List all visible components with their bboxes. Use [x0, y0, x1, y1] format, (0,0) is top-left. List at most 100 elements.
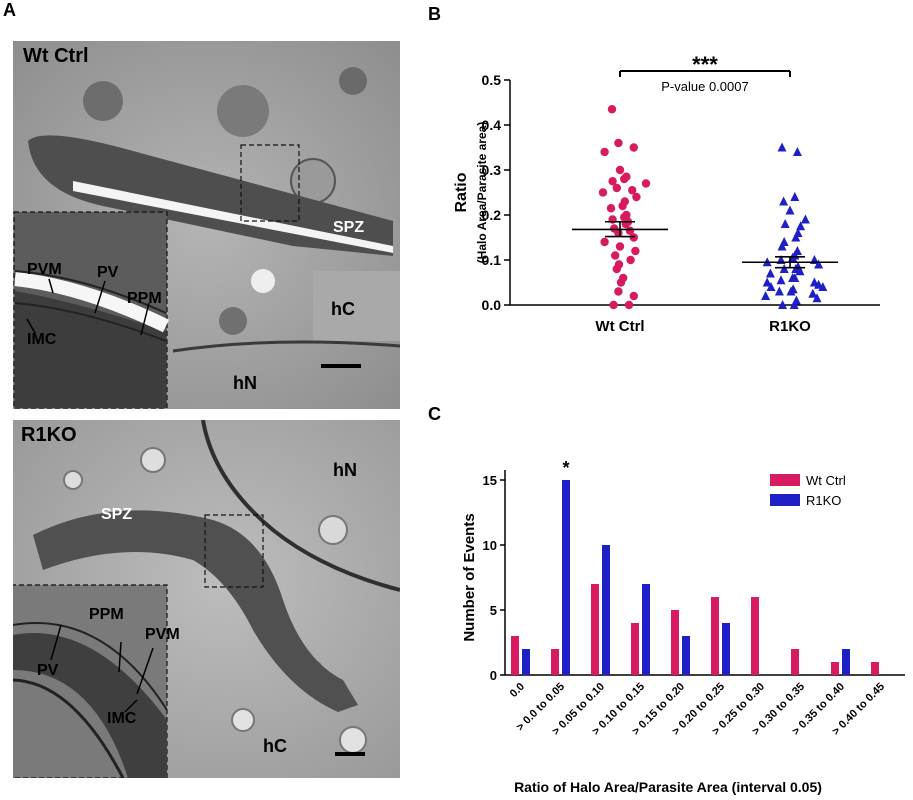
micrograph-wt-ctrl: Wt Ctrl SPZ hC hN PVM PV PPM IMC — [13, 41, 400, 409]
bar-wt-ctrl — [711, 597, 719, 675]
data-point-wt-ctrl — [632, 192, 641, 202]
bar-r1ko — [602, 545, 610, 675]
bar-wt-ctrl — [631, 623, 639, 675]
bar-wt-ctrl — [751, 597, 759, 675]
micrograph-wt-ctrl-ppm-label: PPM — [127, 290, 162, 307]
x-category-label: R1KO — [769, 318, 811, 335]
y-tick-label: 0.0 — [482, 297, 502, 313]
bar-wt-ctrl — [791, 649, 799, 675]
legend-label: R1KO — [806, 493, 841, 508]
legend-swatch — [770, 474, 800, 486]
micrograph-r1ko-hn-label: hN — [333, 460, 357, 480]
micrograph-wt-ctrl-hn-label: hN — [233, 373, 257, 393]
data-point-wt-ctrl — [606, 204, 616, 213]
y-tick-label: 0.1 — [482, 252, 502, 268]
data-point-wt-ctrl — [631, 246, 640, 256]
micrograph-r1ko-hc-label: hC — [263, 736, 287, 756]
data-point-r1ko — [790, 192, 800, 201]
y-tick-label: 10 — [483, 538, 497, 553]
data-point-wt-ctrl — [629, 143, 638, 152]
data-point-r1ko — [762, 277, 772, 287]
data-point-wt-ctrl — [618, 201, 627, 211]
data-point-wt-ctrl — [609, 300, 618, 310]
data-point-r1ko — [786, 286, 796, 296]
data-point-r1ko — [774, 286, 784, 296]
data-point-r1ko — [777, 241, 787, 251]
data-point-wt-ctrl — [620, 174, 629, 184]
legend-label: Wt Ctrl — [806, 473, 846, 488]
data-point-r1ko — [812, 293, 822, 303]
y-tick-label: 0 — [490, 668, 497, 683]
micrograph-wt-ctrl-spz-label: SPZ — [333, 219, 365, 236]
data-point-r1ko — [796, 221, 806, 231]
data-point-r1ko — [792, 147, 802, 156]
data-point-r1ko — [777, 142, 787, 152]
bar-wt-ctrl — [591, 584, 599, 675]
panel-letter-a: A — [3, 0, 16, 20]
data-point-r1ko — [808, 288, 818, 298]
data-point-r1ko — [765, 268, 775, 278]
data-point-wt-ctrl — [600, 237, 609, 247]
y-tick-label: 15 — [483, 473, 497, 488]
micrograph-r1ko-pv-label: PV — [37, 662, 59, 679]
y-axis-label-secondary: (Halo Area/Parasite area) — [475, 122, 489, 264]
data-point-wt-ctrl — [615, 242, 625, 251]
data-point-r1ko — [761, 291, 771, 300]
data-point-wt-ctrl — [615, 165, 625, 175]
bar-wt-ctrl — [511, 636, 519, 675]
data-point-wt-ctrl — [612, 264, 621, 274]
data-point-wt-ctrl — [628, 186, 637, 195]
y-tick-label: 0.5 — [482, 72, 502, 88]
data-point-wt-ctrl — [600, 147, 609, 157]
data-point-r1ko — [795, 266, 805, 276]
bar-wt-ctrl — [831, 662, 839, 675]
bar-wt-ctrl — [551, 649, 559, 675]
panel-letter-c: C — [428, 404, 441, 424]
data-point-r1ko — [814, 259, 824, 269]
data-point-r1ko — [778, 300, 788, 309]
y-tick-label: 0.3 — [482, 162, 502, 178]
bar-r1ko — [642, 584, 650, 675]
bar-r1ko — [842, 649, 850, 675]
data-point-r1ko — [779, 196, 789, 206]
micrograph-wt-ctrl-condition-label: Wt Ctrl — [23, 45, 89, 67]
significance-stars: *** — [692, 52, 718, 77]
micrograph-wt-ctrl-hc-label: hC — [331, 299, 355, 319]
data-point-r1ko — [789, 300, 799, 309]
data-point-r1ko — [791, 232, 801, 242]
data-point-wt-ctrl — [611, 251, 620, 260]
data-point-r1ko — [766, 282, 776, 291]
micrograph-r1ko-pvm-label: PVM — [145, 626, 180, 643]
panel-letter-b: B — [428, 4, 441, 24]
legend-swatch — [770, 494, 800, 506]
data-point-wt-ctrl — [624, 300, 634, 310]
bar-r1ko — [722, 623, 730, 675]
data-point-wt-ctrl — [614, 287, 623, 296]
micrograph-r1ko-condition-label: R1KO — [21, 424, 77, 446]
bar-r1ko — [562, 480, 570, 675]
micrograph-r1ko-ppm-label: PPM — [89, 606, 124, 623]
y-tick-label: 5 — [490, 603, 497, 618]
bar-r1ko — [682, 636, 690, 675]
p-value-label: P-value 0.0007 — [661, 79, 748, 94]
y-tick-label: 0.4 — [482, 117, 502, 133]
micrograph-r1ko-imc-label: IMC — [107, 710, 137, 727]
data-point-r1ko — [800, 214, 810, 224]
data-point-wt-ctrl — [608, 177, 617, 186]
micrograph-r1ko-image — [13, 420, 400, 778]
micrograph-r1ko: R1KO SPZ hN hC PPM PVM PV IMC — [13, 420, 400, 778]
data-point-r1ko — [780, 219, 790, 228]
x-category-label: 0.0 — [508, 681, 527, 700]
x-category-label: Wt Ctrl — [595, 318, 644, 335]
bar-wt-ctrl — [671, 610, 679, 675]
data-point-r1ko — [785, 205, 795, 215]
data-point-wt-ctrl — [607, 105, 617, 114]
y-axis-label: Ratio — [453, 172, 470, 212]
y-tick-label: 0.2 — [482, 207, 502, 223]
data-point-wt-ctrl — [612, 183, 621, 193]
data-point-r1ko — [818, 282, 828, 291]
halo-ratio-dot-plot: 0.0 0.1 0.2 0.3 0.4 0.5 Ratio (Halo Area/Parasi… — [453, 52, 880, 335]
y-axis-label: Number of Events — [461, 513, 478, 641]
data-point-r1ko — [776, 275, 786, 285]
